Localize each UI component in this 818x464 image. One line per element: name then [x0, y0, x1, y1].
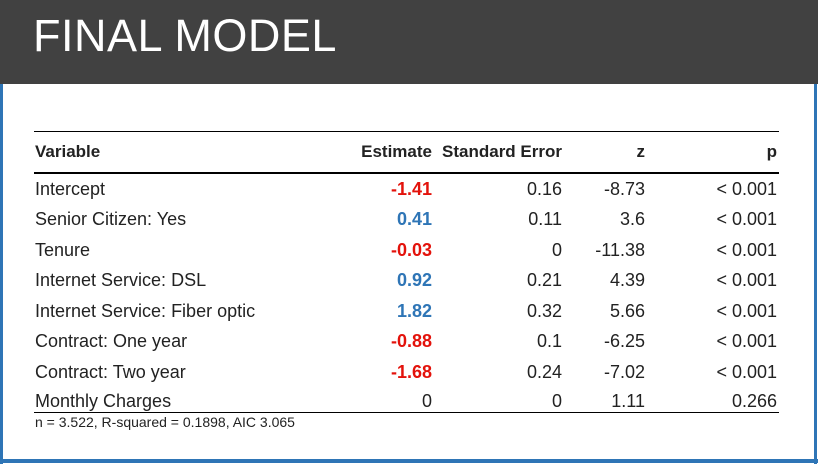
table-row: Tenure -0.03 0 -11.38 < 0.001: [34, 235, 779, 266]
table-row: Contract: One year -0.88 0.1 -6.25 < 0.0…: [34, 327, 779, 358]
cell-z: 3.6: [619, 209, 645, 230]
cell-z: 1.11: [564, 387, 647, 413]
frame-right-border: [814, 84, 817, 464]
table-header-row: Variable Estimate Standard Error z p: [34, 131, 779, 173]
cell-p: < 0.001: [716, 361, 777, 382]
table-header: Variable Estimate Standard Error z p: [34, 131, 779, 173]
cell-estimate: -1.68: [390, 361, 432, 382]
cell-p: < 0.001: [716, 300, 777, 321]
cell-estimate: 1.82: [396, 300, 432, 321]
cell-z: -7.02: [603, 361, 645, 382]
cell-p: < 0.001: [716, 270, 777, 291]
cell-z: -11.38: [595, 239, 645, 260]
cell-z: 4.39: [609, 270, 645, 291]
cell-variable: Intercept: [35, 178, 106, 199]
cell-std-error: 0.24: [526, 361, 562, 382]
cell-variable: Contract: Two year: [35, 361, 186, 382]
model-coefficients-table: Variable Estimate Standard Error z p Int…: [34, 131, 779, 413]
cell-p: 0.266: [647, 387, 779, 413]
frame-bottom-border: [0, 459, 818, 463]
title-bar: FINAL MODEL: [0, 0, 818, 84]
table-row: Senior Citizen: Yes 0.41 0.11 3.6 < 0.00…: [34, 205, 779, 236]
cell-std-error: 0.32: [526, 300, 562, 321]
cell-std-error: 0.1: [536, 331, 562, 352]
column-header-p: p: [766, 142, 777, 161]
cell-estimate: 0.41: [396, 209, 432, 230]
cell-z: -6.25: [603, 331, 645, 352]
cell-z: -8.73: [603, 178, 645, 199]
table-row: Intercept -1.41 0.16 -8.73 < 0.001: [34, 173, 779, 205]
cell-variable: Senior Citizen: Yes: [35, 209, 187, 230]
cell-estimate: -0.03: [390, 239, 432, 260]
cell-variable: Tenure: [35, 239, 91, 260]
cell-std-error: 0: [434, 387, 564, 413]
column-header-estimate: Estimate: [361, 142, 432, 161]
cell-p: < 0.001: [716, 209, 777, 230]
table-body: Intercept -1.41 0.16 -8.73 < 0.001 Senio…: [34, 173, 779, 413]
cell-std-error: 0.11: [528, 209, 562, 230]
cell-estimate: 0.92: [396, 270, 432, 291]
column-header-std-error: Standard Error: [442, 142, 562, 161]
cell-variable: Monthly Charges: [34, 387, 354, 413]
column-header-variable: Variable: [35, 142, 101, 161]
cell-variable: Internet Service: Fiber optic: [35, 300, 256, 321]
model-fit-footnote: n = 3.522, R-squared = 0.1898, AIC 3.065: [35, 414, 295, 430]
cell-z: 5.66: [609, 300, 645, 321]
cell-estimate: -0.88: [390, 331, 432, 352]
table-row: Contract: Two year -1.68 0.24 -7.02 < 0.…: [34, 357, 779, 388]
cell-std-error: 0: [551, 239, 562, 260]
cell-p: < 0.001: [716, 239, 777, 260]
frame-left-border: [0, 84, 3, 464]
table-row: Monthly Charges 0 0 1.11 0.266: [34, 387, 779, 413]
cell-p: < 0.001: [716, 178, 777, 199]
cell-variable: Contract: One year: [35, 331, 188, 352]
cell-estimate: 0: [354, 387, 434, 413]
cell-p: < 0.001: [716, 331, 777, 352]
cell-std-error: 0.21: [526, 270, 562, 291]
table-row: Internet Service: DSL 0.92 0.21 4.39 < 0…: [34, 266, 779, 297]
cell-variable: Internet Service: DSL: [35, 270, 207, 291]
slide-title: FINAL MODEL: [33, 10, 337, 61]
cell-estimate: -1.41: [390, 178, 432, 199]
model-table-container: Variable Estimate Standard Error z p Int…: [34, 131, 779, 413]
column-header-z: z: [636, 142, 646, 161]
table-row: Internet Service: Fiber optic 1.82 0.32 …: [34, 296, 779, 327]
cell-std-error: 0.16: [526, 178, 562, 199]
